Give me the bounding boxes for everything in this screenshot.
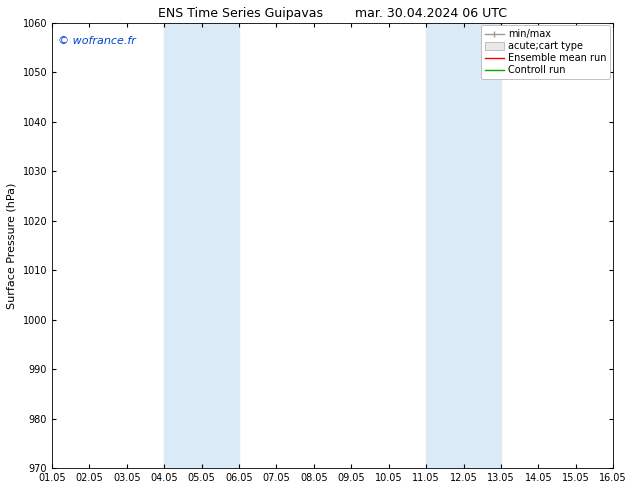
Bar <box>164 23 239 468</box>
Text: © wofrance.fr: © wofrance.fr <box>58 36 136 46</box>
Title: ENS Time Series Guipavas        mar. 30.04.2024 06 UTC: ENS Time Series Guipavas mar. 30.04.2024… <box>158 7 507 20</box>
Legend: min/max, acute;cart type, Ensemble mean run, Controll run: min/max, acute;cart type, Ensemble mean … <box>481 25 611 79</box>
Y-axis label: Surface Pressure (hPa): Surface Pressure (hPa) <box>7 182 17 309</box>
Bar <box>426 23 501 468</box>
